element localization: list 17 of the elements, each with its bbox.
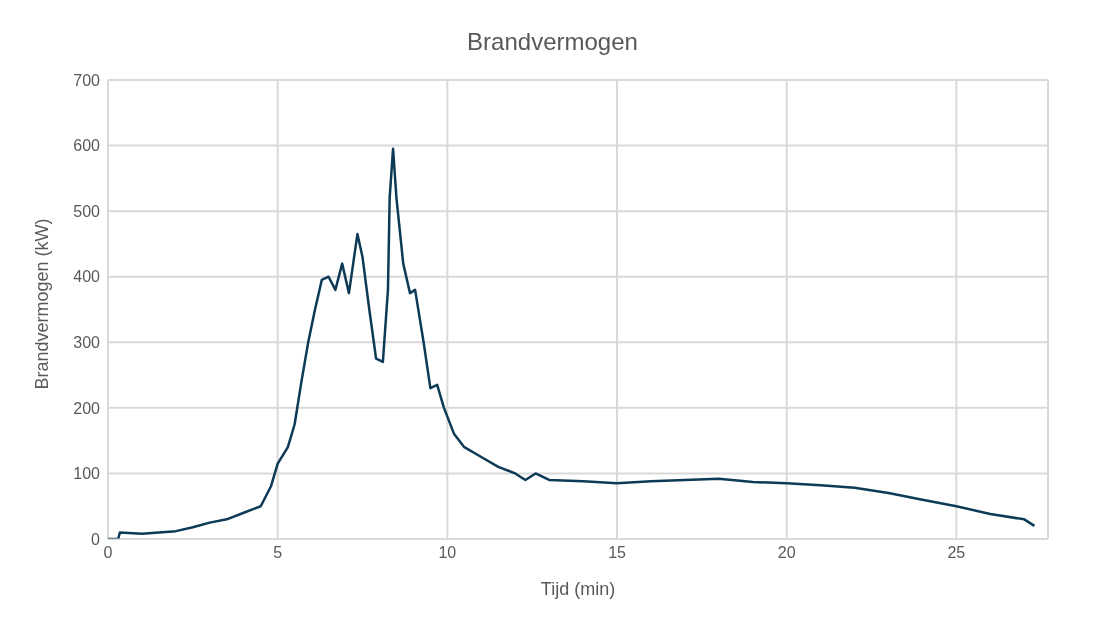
- y-tick-label: 700: [73, 71, 101, 89]
- y-tick-label: 200: [73, 399, 101, 417]
- x-tick-label: 10: [438, 544, 457, 562]
- y-tick-label: 0: [91, 530, 101, 548]
- x-axis-title: Tijd (min): [540, 579, 616, 599]
- y-tick-label: 300: [73, 333, 101, 351]
- chart-title: Brandvermogen: [466, 28, 639, 57]
- y-tick-label: 100: [73, 465, 101, 483]
- x-tick-label: 25: [947, 544, 966, 562]
- y-tick-label: 500: [73, 202, 101, 220]
- x-tick-label: 5: [273, 544, 283, 562]
- x-tick-label: 0: [103, 544, 113, 562]
- y-tick-label: 600: [73, 137, 101, 155]
- y-tick-label: 400: [73, 268, 101, 286]
- y-axis-title: Brandvermogen (kW): [32, 218, 53, 390]
- x-tick-label: 20: [777, 544, 796, 562]
- x-tick-label: 15: [608, 544, 627, 562]
